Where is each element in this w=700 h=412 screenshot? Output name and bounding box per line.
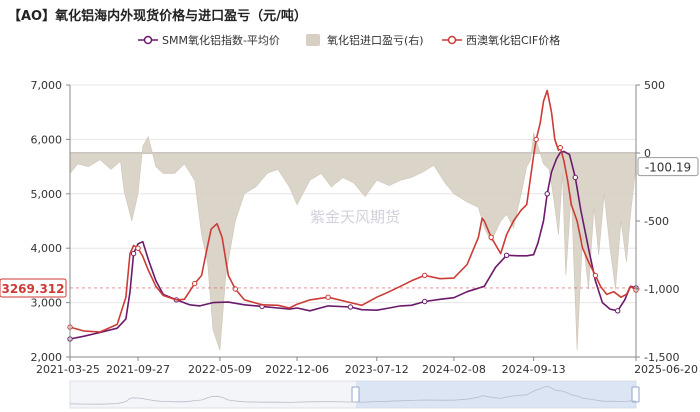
chart-title: 【AO】氧化铝海内外现货价格与进口盈亏（元/吨）	[8, 8, 307, 24]
y-right-tick-label: 500	[644, 79, 665, 92]
cif-price-point	[592, 272, 599, 279]
y-right-tick-label: -500	[644, 215, 669, 228]
x-tick-label: 2024-09-13	[502, 363, 566, 376]
legend-marker	[447, 35, 457, 45]
axes: 2,000 3,000 4,000 5,000 6,000 7,000 -1,500 -1,0…	[31, 79, 699, 376]
y-left-tick-label: 2,000	[31, 351, 63, 364]
smm-index-point	[544, 191, 550, 197]
legend-label: 西澳氧化铝CIF价格	[466, 33, 560, 47]
legend-marker	[143, 35, 153, 45]
x-tick-label: 2021-09-27	[106, 363, 170, 376]
cif-price-point	[135, 245, 141, 251]
y-right-tick-label: -1,500	[644, 351, 679, 364]
y-right-tick-label: -1,000	[644, 283, 679, 296]
series-area-import-profit	[69, 132, 637, 351]
y-right-tick-label: 0	[644, 147, 651, 160]
zoom-slider[interactable]	[69, 380, 640, 409]
x-tick-label: 2021-03-25	[36, 363, 100, 376]
cif-price-point	[533, 136, 539, 143]
watermark: 紫金天风期货	[310, 208, 400, 226]
legend-label: SMM氧化铝指数-平均价	[162, 33, 280, 47]
smm-index-point	[615, 308, 621, 314]
smm-index-point	[572, 174, 578, 181]
cif-price-point	[192, 280, 198, 287]
end-label-right: -100.19	[645, 161, 691, 175]
smm-index-point	[130, 250, 137, 257]
legend-swatch-import-profit	[306, 34, 320, 46]
end-label-right-box	[637, 157, 699, 177]
y-left-tick-label: 5,000	[31, 188, 63, 201]
smm-index-point	[347, 304, 354, 310]
legend[interactable]: SMM氧化铝指数-平均价 氧化铝进口盈亏(右) 西澳氧化铝CIF价格	[138, 33, 560, 47]
smm-index-point	[422, 298, 428, 305]
end-label-left-box	[0, 278, 67, 298]
x-tick-label: 2023-07-12	[345, 363, 409, 376]
cif-price-point	[232, 286, 239, 292]
smm-index-point	[503, 252, 510, 259]
cif-price-point	[422, 272, 428, 279]
y-left-tick-label: 4,000	[31, 242, 63, 255]
y-left-tick-label: 6,000	[31, 133, 63, 146]
end-label-left: 3269.312	[1, 282, 64, 296]
series-line-smm-index	[69, 150, 637, 340]
x-tick-label: 2025-06-20	[634, 363, 698, 376]
cif-price-point	[325, 294, 331, 300]
cif-price-point	[488, 234, 494, 241]
x-tick-label: 2022-05-09	[188, 363, 252, 376]
import-profit-area-layer	[69, 132, 637, 351]
legend-label: 氧化铝进口盈亏(右)	[327, 33, 424, 47]
end-labels: 3269.312 -100.19	[0, 157, 699, 298]
x-tick-label: 2022-12-06	[265, 363, 329, 376]
y-left-tick-label: 7,000	[31, 79, 63, 92]
slider-handle-right	[631, 386, 640, 403]
y-left-tick-label: 3,000	[31, 297, 63, 310]
cif-price-point	[557, 144, 563, 151]
slider-window	[356, 381, 636, 408]
slider-handle-left	[351, 386, 360, 403]
slider-preview-line	[69, 385, 637, 405]
x-tick-label: 2024-02-08	[422, 363, 486, 376]
